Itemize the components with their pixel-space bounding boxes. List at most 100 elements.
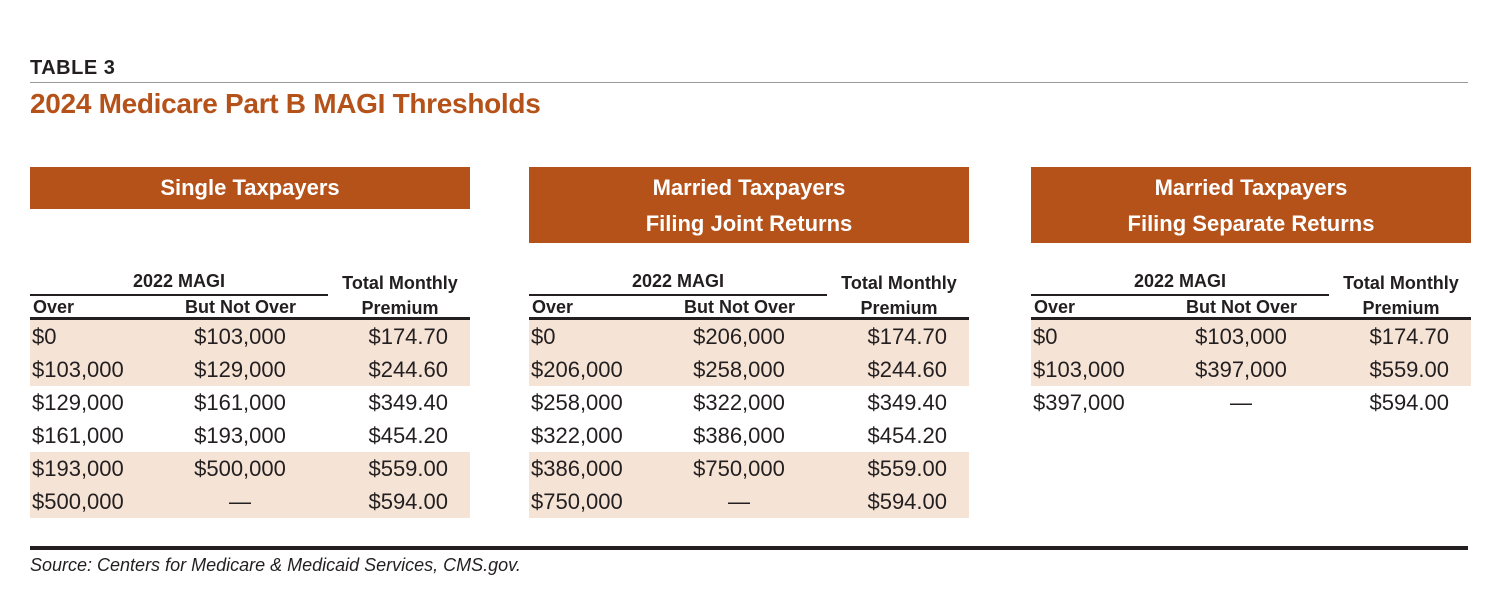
table-panel: Married Taxpayers Filing Joint Returns 202… [529,167,969,518]
table-row: $397,000 — $594.00 [1031,386,1471,419]
cell-premium: $174.70 [1369,324,1449,349]
panel-heading-line: Married Taxpayers [1154,175,1348,200]
cell-over: $0 [32,324,57,349]
cell-over: $0 [1033,324,1058,349]
magi-header: 2022 MAGI [1031,271,1329,296]
but-not-over-header: But Not Over [185,297,297,317]
top-divider [30,82,1468,83]
column-headers: 2022 MAGI Total Monthly Premium Over But Not… [1031,267,1471,319]
column-headers: 2022 MAGI Total Monthly Premium Over But Not… [529,267,969,319]
panel-heading-line: Married Taxpayers [652,175,846,200]
table-panel: Married Taxpayers Filing Separate Returns… [1031,167,1471,415]
magi-header: 2022 MAGI [30,271,328,296]
table-panel: Single Taxpayers 2022 MAGI Total Monthly Pr… [30,167,470,518]
table-row: $258,000 $322,000 $349.40 [529,386,969,419]
table-title: 2024 Medicare Part B MAGI Thresholds [30,88,541,119]
over-header: Over [33,297,75,317]
table-row: $750,000 — $594.00 [529,485,969,518]
table-body: $0 $103,000 $174.70 $103,000 $129,000 $244.60… [30,320,470,518]
cell-over: $397,000 [1033,390,1125,415]
over-header: Over [532,297,574,317]
cell-premium: $244.60 [867,357,947,382]
cell-but-not-over: — [728,489,750,514]
cell-but-not-over: — [1230,390,1252,415]
cell-but-not-over: $103,000 [194,324,286,349]
table-row: $0 $206,000 $174.70 [529,320,969,353]
cell-but-not-over: $322,000 [693,390,785,415]
table-body: $0 $103,000 $174.70 $103,000 $397,000 $559.00… [1031,320,1471,419]
premium-header-line2: Premium [1362,298,1440,318]
cell-over: $161,000 [32,423,124,448]
premium-header-line1: Total Monthly [841,273,957,293]
table-label: TABLE 3 [30,57,116,79]
premium-header: Total Monthly Premium [829,271,969,321]
cell-but-not-over: $193,000 [194,423,286,448]
cell-over: $0 [531,324,556,349]
table-row: $0 $103,000 $174.70 [1031,320,1471,353]
cell-over: $750,000 [531,489,623,514]
cell-but-not-over: $386,000 [693,423,785,448]
cell-premium: $454.20 [867,423,947,448]
premium-header-line1: Total Monthly [342,273,458,293]
cell-but-not-over: $103,000 [1195,324,1287,349]
but-not-over-header: But Not Over [1186,297,1298,317]
cell-premium: $349.40 [867,390,947,415]
header-rule [1031,317,1471,320]
table-row: $0 $103,000 $174.70 [30,320,470,353]
cell-premium: $174.70 [368,324,448,349]
cell-but-not-over: $129,000 [194,357,286,382]
cell-but-not-over: $750,000 [693,456,785,481]
but-not-over-header: But Not Over [684,297,796,317]
bottom-divider [30,546,1468,550]
header-rule [529,317,969,320]
cell-over: $206,000 [531,357,623,382]
cell-but-not-over: $397,000 [1195,357,1287,382]
cell-over: $500,000 [32,489,124,514]
cell-but-not-over: $206,000 [693,324,785,349]
panel-heading: Single Taxpayers [30,167,470,209]
panel-heading-line: Filing Separate Returns [1127,211,1375,236]
premium-header-line2: Premium [860,298,938,318]
cell-over: $103,000 [1033,357,1125,382]
cell-premium: $594.00 [368,489,448,514]
cell-premium: $594.00 [867,489,947,514]
magi-header: 2022 MAGI [529,271,827,296]
header-rule [30,317,470,320]
column-headers: 2022 MAGI Total Monthly Premium Over But Not… [30,267,470,319]
cell-over: $129,000 [32,390,124,415]
table-row: $103,000 $397,000 $559.00 [1031,353,1471,386]
panel-heading-line: Filing Joint Returns [645,211,853,236]
cell-premium: $559.00 [867,456,947,481]
panel-heading: Married Taxpayers Filing Separate Returns [1031,167,1471,243]
premium-header: Total Monthly Premium [330,271,470,321]
premium-header-line1: Total Monthly [1343,273,1459,293]
table-row: $193,000 $500,000 $559.00 [30,452,470,485]
cell-but-not-over: — [229,489,251,514]
cell-over: $103,000 [32,357,124,382]
cell-but-not-over: $500,000 [194,456,286,481]
table-row: $386,000 $750,000 $559.00 [529,452,969,485]
cell-premium: $559.00 [1369,357,1449,382]
cell-premium: $559.00 [368,456,448,481]
premium-header: Total Monthly Premium [1331,271,1471,321]
cell-over: $258,000 [531,390,623,415]
cell-over: $193,000 [32,456,124,481]
table-row: $103,000 $129,000 $244.60 [30,353,470,386]
cell-but-not-over: $258,000 [693,357,785,382]
cell-over: $322,000 [531,423,623,448]
cell-premium: $174.70 [867,324,947,349]
over-header: Over [1034,297,1076,317]
premium-header-line2: Premium [361,298,439,318]
cell-premium: $454.20 [368,423,448,448]
cell-premium: $244.60 [368,357,448,382]
source-note: Source: Centers for Medicare & Medicaid … [30,555,521,575]
table-row: $161,000 $193,000 $454.20 [30,419,470,452]
cell-premium: $349.40 [368,390,448,415]
table-row: $129,000 $161,000 $349.40 [30,386,470,419]
cell-premium: $594.00 [1369,390,1449,415]
cell-over: $386,000 [531,456,623,481]
table-row: $322,000 $386,000 $454.20 [529,419,969,452]
table-body: $0 $206,000 $174.70 $206,000 $258,000 $244.60… [529,320,969,518]
panel-heading: Married Taxpayers Filing Joint Returns [529,167,969,243]
